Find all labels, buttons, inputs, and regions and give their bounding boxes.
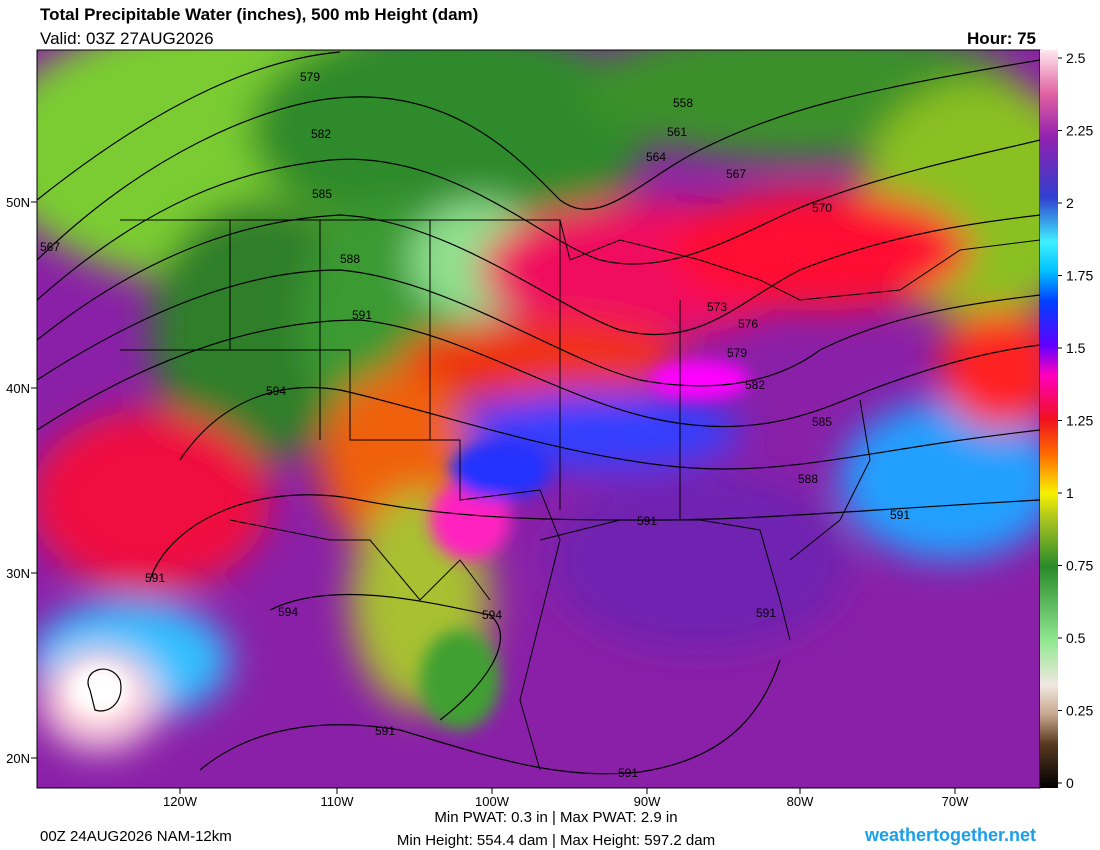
model-run: 00Z 24AUG2026 NAM-12km: [40, 828, 232, 845]
contour-label: 561: [667, 125, 687, 139]
colorbar-tick-label: 2: [1066, 195, 1074, 211]
lon-label: 80W: [787, 794, 814, 809]
forecast-hour: Hour: 75: [967, 29, 1036, 48]
title: Total Precipitable Water (inches), 500 m…: [40, 5, 478, 24]
contour-label: 591: [618, 766, 638, 780]
colorbar-ticks: 0 0.25 0.5 0.75 1 1.25 1.5 1.75 2 2.25 2.5: [1058, 50, 1093, 791]
colorbar-tick-label: 0.75: [1066, 558, 1093, 574]
contour-label: 591: [637, 514, 657, 528]
contour-label: 591: [352, 308, 372, 322]
site-credit: weathertogether.net: [864, 825, 1036, 845]
contour-label: 579: [727, 346, 747, 360]
colorbar-tick-label: 0.25: [1066, 703, 1093, 719]
contour-label: 594: [278, 605, 298, 619]
contour-label: 588: [798, 472, 818, 486]
lat-label: 40N: [6, 381, 30, 396]
contour-label: 582: [745, 378, 765, 392]
colorbar-tick-label: 2.25: [1066, 123, 1093, 139]
colorbar-tick-label: 1.25: [1066, 413, 1093, 429]
contour-label: 570: [812, 201, 832, 215]
valid-time: Valid: 03Z 27AUG2026: [40, 29, 214, 48]
axis-labels: 50N 40N 30N 20N 120W 110W 100W 90W 80W 70W: [6, 195, 969, 809]
pwat-stats: Min PWAT: 0.3 in | Max PWAT: 2.9 in: [434, 809, 677, 826]
contour-label: 579: [300, 70, 320, 84]
colorbar-tick-label: 1: [1066, 485, 1074, 501]
contour-label: 585: [812, 415, 832, 429]
lon-label: 100W: [475, 794, 510, 809]
lat-label: 30N: [6, 566, 30, 581]
contour-label: 567: [726, 167, 746, 181]
contour-label: 558: [673, 96, 693, 110]
lon-label: 120W: [163, 794, 198, 809]
contour-label: 567: [40, 240, 60, 254]
height-contours: [37, 51, 1040, 775]
contour-label: 594: [482, 608, 502, 622]
contour-label: 591: [756, 606, 776, 620]
colorbar-tick-label: 1.5: [1066, 340, 1086, 356]
lon-label: 90W: [634, 794, 661, 809]
colorbar-tick-label: 2.5: [1066, 50, 1086, 66]
contour-label: 591: [375, 724, 395, 738]
lon-label: 110W: [321, 794, 355, 809]
contour-label: 576: [738, 317, 758, 331]
colorbar-tick-label: 0.5: [1066, 630, 1086, 646]
contour-label: 594: [266, 384, 286, 398]
borders: [120, 219, 1040, 771]
contour-label: 564: [646, 150, 666, 164]
lon-label: 70W: [942, 794, 969, 809]
contour-label: 582: [311, 127, 331, 141]
lat-label: 50N: [6, 195, 30, 210]
colorbar: [1040, 50, 1058, 788]
colorbar-tick-label: 0: [1066, 775, 1074, 791]
contour-label: 585: [312, 187, 332, 201]
height-stats: Min Height: 554.4 dam | Max Height: 597.…: [397, 832, 715, 849]
contour-label: 591: [145, 571, 165, 585]
contour-label: 588: [340, 252, 360, 266]
contour-label: 573: [707, 300, 727, 314]
colorbar-tick-label: 1.75: [1066, 268, 1093, 284]
contour-label: 591: [890, 508, 910, 522]
lat-label: 20N: [6, 751, 30, 766]
